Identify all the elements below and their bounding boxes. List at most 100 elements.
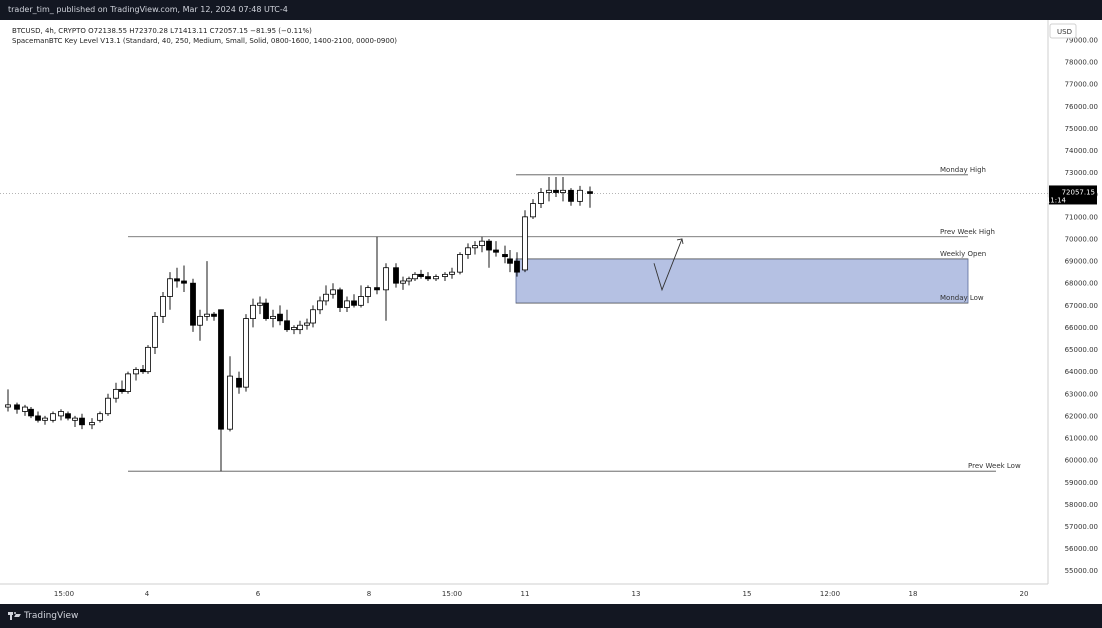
- candle[interactable]: [502, 245, 508, 264]
- price-tick: 74000.00: [1065, 147, 1098, 155]
- candle[interactable]: [14, 402, 20, 414]
- candle[interactable]: [393, 263, 399, 288]
- price-tick: 71000.00: [1065, 213, 1098, 221]
- candle[interactable]: [449, 267, 455, 279]
- candle-body: [406, 278, 412, 282]
- candle[interactable]: [79, 413, 85, 430]
- candle[interactable]: [243, 314, 249, 392]
- candle-body: [365, 287, 371, 297]
- candle-body: [493, 249, 499, 253]
- candle[interactable]: [365, 285, 371, 304]
- candle[interactable]: [344, 296, 350, 312]
- candle[interactable]: [133, 367, 139, 381]
- candle[interactable]: [65, 411, 71, 421]
- candle[interactable]: [236, 371, 242, 394]
- candle[interactable]: [284, 309, 290, 332]
- candle[interactable]: [514, 252, 520, 277]
- candle[interactable]: [358, 285, 364, 308]
- candle[interactable]: [507, 250, 513, 273]
- candle-body: [323, 293, 329, 302]
- candle[interactable]: [400, 276, 406, 290]
- footer-bar: TradingView: [0, 604, 1102, 628]
- candle[interactable]: [383, 263, 389, 321]
- candle[interactable]: [304, 318, 310, 330]
- candle[interactable]: [105, 393, 111, 416]
- candle[interactable]: [406, 276, 412, 286]
- candle[interactable]: [58, 409, 64, 421]
- candle[interactable]: [486, 238, 492, 268]
- candle[interactable]: [310, 305, 316, 328]
- candle[interactable]: [546, 177, 552, 202]
- candle[interactable]: [538, 188, 544, 208]
- candle[interactable]: [317, 296, 323, 315]
- candle[interactable]: [418, 269, 424, 279]
- price-tick: 58000.00: [1065, 501, 1098, 509]
- candle[interactable]: [204, 261, 210, 321]
- candle-body: [58, 411, 64, 417]
- candle[interactable]: [493, 241, 499, 257]
- candle[interactable]: [522, 210, 528, 273]
- candle-body: [465, 247, 471, 255]
- candle-body: [472, 245, 478, 249]
- candle[interactable]: [181, 265, 187, 293]
- candle[interactable]: [263, 298, 269, 321]
- candle[interactable]: [560, 177, 566, 202]
- candle-body: [297, 324, 303, 331]
- candle[interactable]: [479, 236, 485, 253]
- candle-body: [304, 322, 310, 326]
- plot-area[interactable]: [0, 20, 1048, 604]
- candle[interactable]: [119, 380, 125, 394]
- candle[interactable]: [374, 236, 380, 295]
- candle[interactable]: [433, 274, 439, 281]
- candle[interactable]: [270, 309, 276, 328]
- candle[interactable]: [553, 177, 559, 197]
- candle[interactable]: [351, 294, 357, 308]
- candle[interactable]: [145, 345, 151, 374]
- candle[interactable]: [89, 418, 95, 430]
- candle[interactable]: [227, 356, 233, 432]
- candle[interactable]: [250, 298, 256, 328]
- candle[interactable]: [291, 325, 297, 335]
- candle[interactable]: [72, 415, 78, 427]
- candle[interactable]: [323, 285, 329, 306]
- candle[interactable]: [5, 389, 11, 412]
- candle[interactable]: [530, 199, 536, 220]
- candle[interactable]: [577, 185, 583, 206]
- price-chart[interactable]: Monday High Prev Week High Weekly Open Mond…: [0, 20, 1102, 604]
- candle[interactable]: [257, 296, 263, 315]
- candle[interactable]: [50, 411, 56, 423]
- tradingview-logo[interactable]: TradingView: [8, 611, 78, 621]
- candle[interactable]: [472, 241, 478, 255]
- candle[interactable]: [442, 272, 448, 281]
- candle[interactable]: [35, 411, 41, 423]
- candle[interactable]: [330, 283, 336, 299]
- price-tag[interactable]: [1049, 185, 1097, 205]
- candle[interactable]: [97, 411, 103, 423]
- candle[interactable]: [42, 415, 48, 425]
- candle[interactable]: [218, 309, 224, 472]
- candle[interactable]: [22, 404, 28, 416]
- candle[interactable]: [197, 309, 203, 341]
- candle[interactable]: [297, 320, 303, 335]
- candle[interactable]: [160, 292, 166, 324]
- candle[interactable]: [277, 305, 283, 326]
- candle[interactable]: [152, 311, 158, 354]
- candle[interactable]: [412, 272, 418, 281]
- candle[interactable]: [167, 272, 173, 310]
- candle[interactable]: [113, 382, 119, 403]
- candle[interactable]: [125, 371, 131, 394]
- candle[interactable]: [337, 287, 343, 312]
- candle[interactable]: [211, 311, 217, 321]
- currency-box[interactable]: [1049, 23, 1077, 39]
- candle[interactable]: [568, 188, 574, 206]
- candle[interactable]: [465, 243, 471, 259]
- candle[interactable]: [174, 267, 180, 288]
- candle[interactable]: [28, 407, 34, 419]
- candle[interactable]: [457, 252, 463, 275]
- candle-body: [113, 388, 119, 399]
- candle[interactable]: [190, 278, 196, 332]
- candle[interactable]: [587, 186, 593, 208]
- price-axis[interactable]: [1048, 20, 1102, 604]
- weekly-zone[interactable]: [515, 258, 969, 304]
- candle[interactable]: [425, 272, 431, 281]
